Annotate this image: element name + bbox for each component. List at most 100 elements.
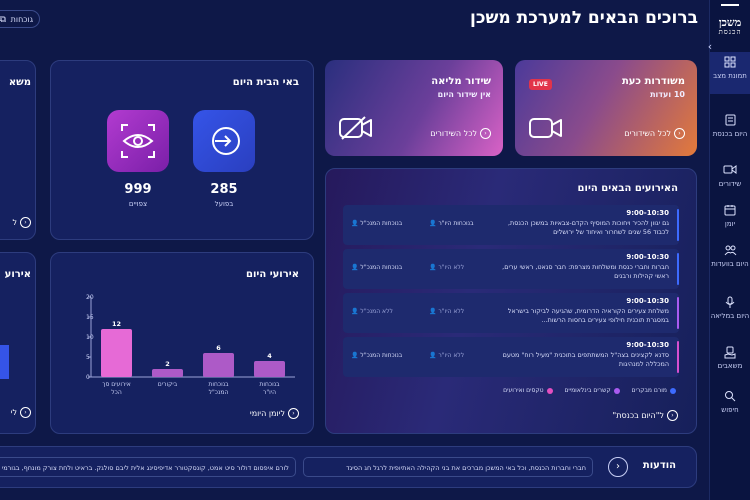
y-tick-label: 0 [86, 374, 90, 381]
upcoming-events-card: האירועים הבאים היום 9:00-10:30 גם יגוון … [325, 168, 697, 434]
user-icon: 👤 [351, 308, 359, 315]
x-tick-label: בנוכחות [259, 381, 280, 388]
x-tick-label: הכל [111, 389, 122, 396]
microphone-icon [710, 296, 750, 310]
today-in-knesset-link-label: ל"היום בכנסת" [612, 411, 664, 420]
event-director-status: ללא המנכ"ל 👤 [351, 308, 393, 315]
event-row[interactable]: 9:00-10:30 משלחת צעירים הקוראיה הדרומית,… [343, 293, 679, 333]
card-title: משודרות כעת [621, 76, 685, 87]
arrow-circle-icon: ‹ [20, 217, 31, 228]
resources-card: משא ‹ל [0, 60, 36, 240]
arrow-circle-icon: ‹ [20, 407, 31, 418]
x-tick-label: המנכ"ל [209, 389, 229, 396]
x-tick-label: היו"ר [263, 389, 276, 396]
app-logo[interactable]: משכן הכנסת [714, 4, 746, 36]
announcement-item[interactable]: חברי וחברות הכנסת, וכל באי המשכן מברכים … [303, 457, 593, 477]
events-side-link[interactable]: ‹לי [11, 407, 31, 418]
bar-chart: 051015204בנוכחותהיו"ר6בנוכחותהמנכ"ל2ביקו… [86, 294, 295, 396]
resources-link[interactable]: ‹ל [12, 217, 31, 228]
enter-icon [212, 127, 240, 155]
visitors-active-count: 285 [210, 182, 238, 197]
y-tick-label: 20 [86, 294, 94, 301]
logo-line1: משכן [718, 16, 742, 29]
event-row[interactable]: 9:00-10:30 חברות וחברי כנסת ומשלחות מצרפ… [343, 249, 679, 289]
y-tick-label: 5 [86, 354, 90, 361]
sidebar-item-broadcasts[interactable]: שידורים [710, 160, 750, 188]
sidebar-item-label: שידורים [718, 180, 742, 188]
event-time: 9:00-10:30 [626, 209, 669, 217]
event-description: גם יגוון להכיר ויחוכות המוסיף הקדם-צבאיו… [508, 219, 669, 236]
announcements-next-button[interactable]: ‹ [608, 457, 628, 477]
event-color-bar [677, 253, 679, 285]
document-icon [710, 114, 750, 128]
daily-calendar-link[interactable]: ‹ליומן היומי [250, 408, 299, 419]
user-icon: 👤 [351, 264, 359, 271]
sidebar-item-search[interactable]: חיפוש [710, 386, 750, 414]
header-link-button[interactable]: גוכחות ⧉ [0, 10, 40, 28]
legend-item-international: קשרים בינלאומיים [564, 387, 620, 394]
events-side-card: אירוע ‹לי [0, 252, 36, 434]
event-speaker-status: בנוכחות היו"ר 👤 [429, 220, 474, 227]
resources-title: משא [8, 77, 31, 88]
eye-scan-icon [121, 124, 155, 158]
bar-3 [101, 329, 132, 377]
sidebar-item-label: היום במליאה [710, 312, 750, 320]
bar-value-label: 6 [216, 344, 221, 352]
sidebar-item-label: היום בוועדות [711, 260, 749, 268]
events-side-title: אירוע [4, 269, 31, 280]
event-director-status: בנוכחות המנכ"ל 👤 [351, 220, 403, 227]
arrow-circle-icon: ‹ [667, 410, 678, 421]
event-row[interactable]: 9:00-10:30 סדנא לקצינים בצה"ל המשתתפים ב… [343, 337, 679, 377]
sidebar-item-label: חיפוש [721, 406, 739, 414]
card-title: שידור מליאה [431, 76, 491, 87]
search-icon [710, 390, 750, 404]
user-icon: 👤 [351, 352, 359, 359]
grid-icon [710, 56, 750, 70]
x-tick-label: אירועים סך [102, 381, 130, 388]
event-description: משלחת צעירים הקוראיה הדרומית, שהגיעה לבי… [507, 307, 669, 324]
all-broadcasts-link-label: לכל השידורים [430, 129, 477, 138]
plenum-broadcast-card[interactable]: שידור מליאה אין שידור היום ‹לכל השידורים [325, 60, 503, 156]
visitors-expected-label: צפויים [128, 200, 148, 208]
card-subtitle: 10 ועדות [650, 90, 685, 99]
sidebar-item-plenum[interactable]: היום במליאה [710, 292, 750, 320]
video-camera-off-icon [339, 116, 372, 140]
header-link-label: גוכחות [10, 15, 33, 24]
sidebar-item-today-knesset[interactable]: היום בכנסת [710, 110, 750, 138]
sidebar-item-committees[interactable]: היום בוועדות [710, 240, 750, 268]
x-tick-label: ביקורים [158, 381, 178, 388]
video-icon [710, 164, 750, 178]
event-speaker-status: ללא היו"ר 👤 [429, 264, 465, 271]
event-time: 9:00-10:30 [626, 297, 669, 305]
arrow-circle-icon: ‹ [674, 128, 685, 139]
all-broadcasts-link[interactable]: ‹לכל השידורים [624, 128, 685, 139]
broadcasts-now-card[interactable]: משודרות כעת 10 ועדות LIVE ‹לכל השידורים [515, 60, 697, 156]
all-broadcasts-link[interactable]: ‹לכל השידורים [430, 128, 491, 139]
visitors-title: באי הבית היום [232, 77, 299, 88]
event-description: חברות וחברי כנסת ומשלחות מצרפת: חבר סנאט… [502, 263, 669, 280]
today-in-knesset-link[interactable]: ‹ל"היום בכנסת" [613, 410, 678, 421]
announcements-bar: הודעות ‹ חברי וחברות הכנסת, וכל באי המשכ… [0, 446, 697, 488]
sidebar-item-overview[interactable]: תמונת מצב [710, 52, 750, 94]
sidebar-item-resources[interactable]: משאבים [710, 342, 750, 370]
events-title: האירועים הבאים היום [577, 183, 678, 194]
hand-icon [710, 346, 750, 360]
bar-1 [203, 353, 234, 377]
event-row[interactable]: 9:00-10:30 גם יגוון להכיר ויחוכות המוסיף… [343, 205, 679, 245]
collapse-sidebar-button[interactable]: › [704, 40, 716, 54]
events-legend: מורם מבקרים קשרים בינלאומיים טקסים ואירו… [493, 387, 676, 394]
chart-title: אירועי היום [246, 269, 299, 280]
announcement-item[interactable]: לורם איפסום דולור סיט אמט, קונסקטורר אדי… [0, 457, 296, 477]
chevron-left-icon: ‹ [616, 461, 620, 472]
all-broadcasts-link-label: לכל השידורים [624, 129, 671, 138]
visitors-expected-count: 999 [124, 182, 152, 197]
arrow-circle-icon: ‹ [288, 408, 299, 419]
sidebar-item-calendar[interactable]: יומן [710, 200, 750, 228]
daily-calendar-link-label: ליומן היומי [249, 409, 285, 418]
visitors-active-tile [193, 110, 255, 172]
bar-2 [152, 369, 183, 377]
bar-value-label: 12 [112, 320, 121, 328]
event-color-bar [677, 341, 679, 373]
logo-line2: הכנסת [718, 28, 742, 36]
